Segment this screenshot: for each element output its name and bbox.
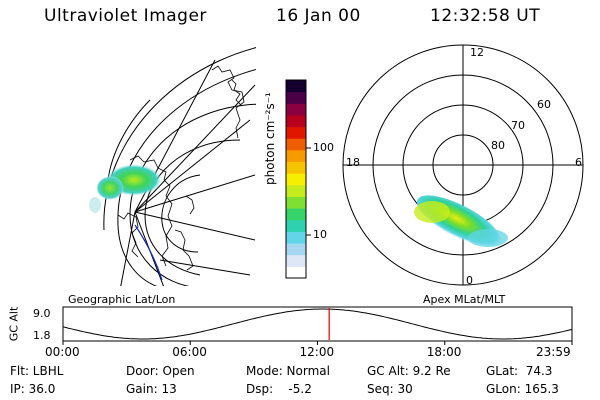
colorbar-tick-label-10: 10 (313, 228, 327, 241)
timeline-ymax: 9.0 (33, 307, 51, 320)
colorbar-band (286, 219, 306, 232)
timeline-xtick-label: 12:00 (299, 345, 335, 359)
mlt-label-18: 18 (346, 156, 360, 169)
mlat-label-80: 80 (491, 139, 505, 152)
colorbar-band (286, 231, 306, 244)
colorbar-band (286, 161, 306, 174)
sequence-value: Seq: 30 (367, 382, 413, 396)
dsp-value: Dsp: -5.2 (246, 382, 312, 396)
timeline-xtick-label: 23:59 (536, 345, 571, 359)
ip-value: IP: 36.0 (10, 382, 56, 396)
door-status: Door: Open (126, 364, 195, 378)
colorbar-band (286, 114, 306, 128)
instrument-title: Ultraviolet Imager (44, 6, 207, 26)
geographic-caption: Geographic Lat/Lon (68, 293, 176, 306)
geo-longitude-value: GLon: 165.3 (486, 382, 559, 396)
gc-altitude-value: GC Alt: 9.2 Re (367, 364, 451, 378)
colorbar-band (286, 103, 306, 116)
colorbar-band (286, 243, 306, 256)
mlat-label-60: 60 (537, 98, 551, 111)
geo-latitude-value: GLat: 74.3 (486, 364, 553, 378)
colorbar-band (286, 138, 306, 151)
colorbar-band (286, 80, 306, 93)
mlt-label-12: 12 (470, 46, 484, 59)
mode-value: Mode: Normal (246, 364, 330, 378)
mlat-label-70: 70 (511, 119, 525, 132)
polar-caption: Apex MLat/MLT (423, 293, 506, 306)
mlt-label-0: 0 (466, 274, 473, 287)
colorbar-band (286, 173, 306, 186)
colorbar-tick-label-100: 100 (313, 141, 334, 154)
colorbar-band (286, 266, 306, 279)
mlt-label-6: 6 (575, 156, 582, 169)
time-label: 12:32:58 UT (430, 6, 541, 26)
filter-value: Flt: LBHL (10, 364, 64, 378)
colorbar-band (286, 254, 306, 267)
timeline-xtick-label: 00:00 (45, 345, 80, 359)
colorbar-band (286, 184, 306, 197)
colorbar-band (286, 126, 306, 139)
timeline-ymin: 1.8 (33, 329, 51, 342)
colorbar-band (286, 149, 306, 163)
timeline-ylabel: GC Alt (7, 306, 21, 342)
timeline-xtick-label: 18:00 (426, 345, 462, 359)
colorbar-band (286, 196, 306, 209)
colorbar-band (286, 208, 306, 221)
colorbar-band (286, 91, 306, 104)
timeline-xtick-label: 06:00 (172, 345, 207, 359)
date-label: 16 Jan 00 (276, 6, 361, 26)
gain-value: Gain: 13 (126, 382, 177, 396)
